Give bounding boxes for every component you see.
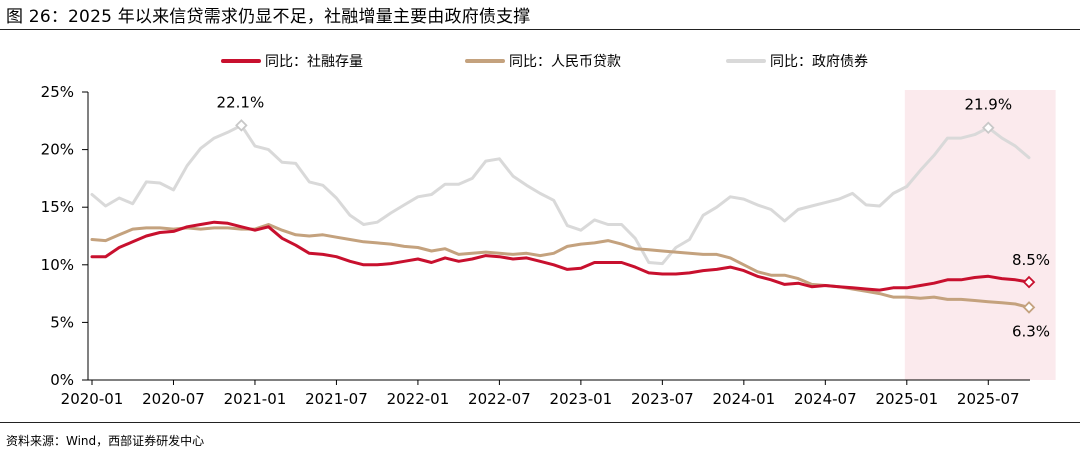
y-tick-label: 0% bbox=[50, 371, 74, 389]
x-tick-label: 2023-01 bbox=[550, 390, 613, 408]
x-tick-label: 2022-01 bbox=[387, 390, 450, 408]
legend-government-bonds: 同比：政府债券 bbox=[726, 54, 868, 70]
x-tick-label: 2020-01 bbox=[61, 390, 124, 408]
x-tick-label: 2024-07 bbox=[794, 390, 857, 408]
y-tick-label: 15% bbox=[41, 198, 74, 216]
y-tick-label: 20% bbox=[41, 141, 74, 159]
chart-title: 图 26：2025 年以来信贷需求仍显不足，社融增量主要由政府债支撑 bbox=[6, 7, 531, 27]
y-tick-label: 10% bbox=[41, 256, 74, 274]
y-tick-label: 25% bbox=[41, 83, 74, 101]
x-tick-label: 2021-01 bbox=[224, 390, 287, 408]
rmb-loans-end-label: 6.3% bbox=[1012, 322, 1050, 340]
x-tick-label: 2023-07 bbox=[631, 390, 694, 408]
x-tick-label: 2021-07 bbox=[305, 390, 368, 408]
x-tick-label: 2025-07 bbox=[957, 390, 1020, 408]
footer-divider bbox=[0, 422, 1080, 423]
government-bonds-recent-peak-label: 21.9% bbox=[964, 96, 1012, 114]
source-note: 资料来源：Wind，西部证券研发中心 bbox=[6, 434, 205, 448]
x-tick-label: 2020-07 bbox=[142, 390, 205, 408]
x-tick-label: 2024-01 bbox=[712, 390, 775, 408]
government-bonds-peak-label: 22.1% bbox=[217, 93, 265, 111]
government-bonds-peak-marker bbox=[235, 119, 248, 132]
x-tick-label: 2022-07 bbox=[468, 390, 531, 408]
y-tick-label: 5% bbox=[50, 313, 74, 331]
legend-label: 同比：社融存量 bbox=[265, 54, 363, 70]
social-financing-end-label: 8.5% bbox=[1012, 251, 1050, 269]
legend-label: 同比：政府债券 bbox=[770, 54, 868, 70]
highlight-band bbox=[904, 90, 1056, 380]
government-bonds-line bbox=[90, 123, 1031, 266]
rmb-loans-end-marker bbox=[1022, 301, 1036, 314]
legend-label: 同比：人民币贷款 bbox=[509, 54, 621, 70]
government-bonds-recent-peak-marker bbox=[982, 121, 995, 134]
legend-rmb-loans: 同比：人民币贷款 bbox=[465, 54, 621, 70]
social-financing-end-marker bbox=[1022, 275, 1036, 289]
title-divider bbox=[0, 29, 1080, 30]
social-financing-line bbox=[90, 220, 1031, 292]
legend-social-financing: 同比：社融存量 bbox=[221, 54, 363, 70]
x-tick-label: 2025-01 bbox=[875, 390, 938, 408]
